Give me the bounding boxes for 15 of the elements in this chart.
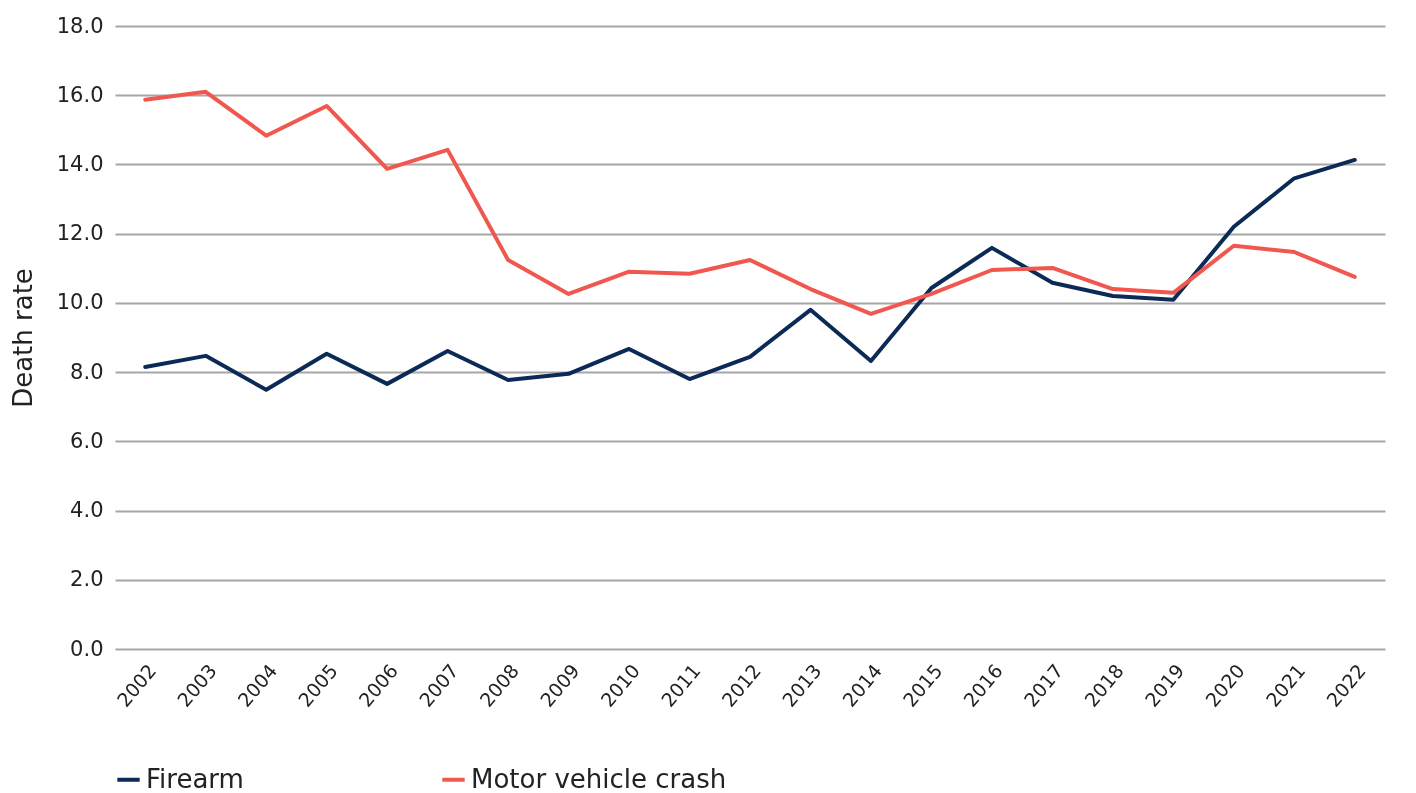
y-tick-label: 8.0 [70, 359, 104, 384]
y-tick-label: 4.0 [70, 498, 104, 523]
y-tick-label: 6.0 [70, 428, 104, 453]
y-tick-label: 18.0 [56, 13, 104, 38]
y-tick-label: 2.0 [70, 567, 104, 592]
legend-label: Motor vehicle crash [471, 763, 727, 793]
line-series [143, 89, 1357, 316]
y-tick-label: 0.0 [70, 636, 104, 661]
y-axis-title: Death rate [7, 268, 38, 408]
legend-label: Firearm [146, 763, 244, 793]
y-tick-label: 12.0 [56, 221, 104, 246]
line-series [143, 157, 1357, 392]
y-tick-label: 10.0 [56, 290, 104, 315]
y-tick-label: 14.0 [56, 151, 104, 176]
y-tick-label: 16.0 [56, 82, 104, 107]
